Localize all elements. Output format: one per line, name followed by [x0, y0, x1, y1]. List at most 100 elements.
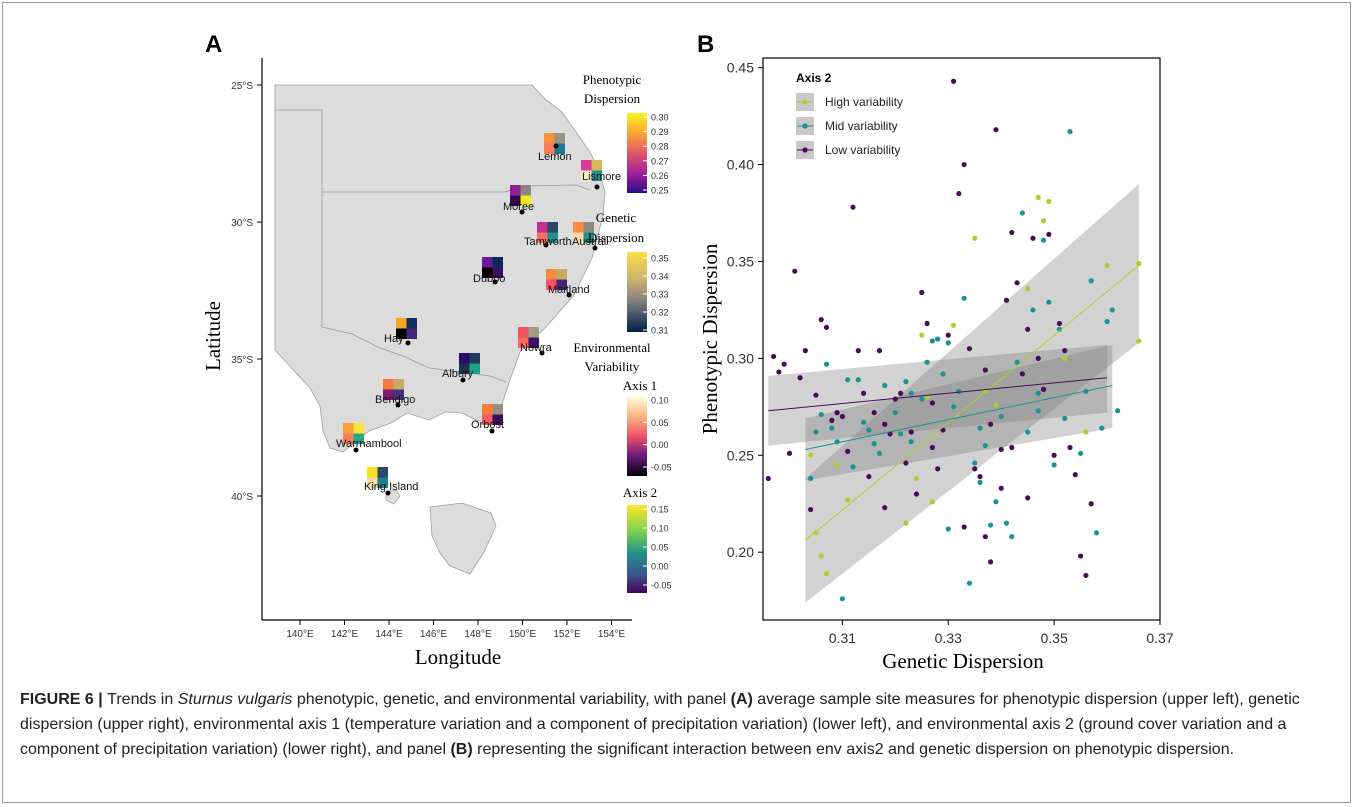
- data-point-mid: [1099, 425, 1105, 431]
- tasmania-polygon: [429, 502, 497, 575]
- data-point-mid: [892, 410, 898, 416]
- site-marker-bendigo: Bendigo: [375, 379, 415, 408]
- data-point-low: [813, 392, 819, 398]
- caption-label: FIGURE 6 |: [20, 691, 108, 708]
- legend-tick-label: 0.32: [651, 308, 669, 318]
- data-point-low: [988, 421, 994, 427]
- site-cell-pheno: [581, 160, 592, 171]
- site-cell-pheno: [573, 222, 584, 233]
- data-point-low: [1025, 326, 1031, 332]
- data-point-low: [993, 127, 999, 133]
- caption-species: Sturnus vulgaris: [177, 691, 293, 708]
- scatter-y-tick-label: 0.40: [727, 157, 754, 173]
- data-point-low: [1019, 371, 1025, 377]
- data-point-low: [1062, 348, 1068, 354]
- site-cell-ax1: [396, 328, 407, 339]
- legend-tick-label: 0.30: [651, 113, 669, 123]
- data-point-low: [1067, 444, 1073, 451]
- data-point-low: [908, 429, 914, 435]
- site-cell-ax2: [469, 363, 480, 374]
- site-cell-gen: [583, 222, 594, 233]
- site-cell-ax1: [510, 195, 521, 206]
- site-cell-ax1: [383, 389, 394, 400]
- map-y-tick-label: 25°S: [231, 81, 253, 92]
- data-point-low: [935, 466, 941, 472]
- site-marker-warrnambool: Warrnambool: [336, 423, 402, 453]
- map-x-tick-label: 140°E: [286, 629, 314, 640]
- data-point-low: [1009, 444, 1015, 451]
- site-cell-ax1: [367, 477, 378, 488]
- axis1-colorbar: [627, 396, 647, 476]
- site-label: Albury: [442, 368, 474, 380]
- site-dot: [539, 350, 545, 356]
- data-point-low: [919, 289, 925, 296]
- site-cell-ax1: [459, 363, 470, 374]
- map-axes: [261, 58, 632, 621]
- data-point-low: [1035, 355, 1041, 361]
- data-point-high: [1083, 429, 1089, 435]
- data-point-low: [818, 317, 824, 323]
- site-marker-hay: Hay: [384, 318, 417, 346]
- data-point-mid: [1067, 129, 1073, 135]
- site-cell-gen: [406, 318, 417, 329]
- site-label: King Island: [364, 481, 418, 493]
- axis1-legend-title: Axis 1: [623, 378, 657, 393]
- data-point-high: [818, 553, 824, 559]
- data-point-mid: [1009, 534, 1015, 540]
- site-cell-ax2: [554, 143, 565, 154]
- legend-key-dot: [802, 99, 808, 105]
- panel-b-label: B: [697, 31, 714, 58]
- data-point-high: [919, 332, 925, 338]
- caption-text-3: average sample site measures for phenoty…: [20, 691, 1300, 758]
- site-dot: [519, 209, 525, 215]
- site-cell-gen: [547, 222, 558, 233]
- site-cell-ax2: [377, 477, 388, 488]
- map-y-tick-label: 30°S: [231, 218, 253, 229]
- data-point-mid: [1115, 408, 1121, 414]
- data-point-low: [998, 485, 1004, 491]
- site-cell-gen: [528, 327, 539, 338]
- data-point-mid: [1109, 307, 1115, 313]
- site-cell-pheno: [459, 353, 470, 364]
- data-point-mid: [1062, 415, 1068, 422]
- data-point-high: [903, 520, 909, 526]
- data-point-high: [813, 530, 819, 536]
- site-cell-ax2: [591, 170, 602, 181]
- data-point-low: [1040, 386, 1047, 392]
- site-cell-pheno: [383, 379, 394, 390]
- scatter-plot-box: [762, 57, 1161, 621]
- pheno-legend-title-2: Dispersion: [584, 91, 641, 106]
- site-marker-king-island: King Island: [364, 467, 418, 496]
- site-cell-ax2: [547, 232, 558, 243]
- env-legend-title-1: Environmental: [573, 340, 651, 355]
- data-point-low: [876, 348, 883, 354]
- site-cell-ax1: [544, 143, 555, 154]
- scatter-legend-item-low: Low variability: [796, 141, 900, 159]
- site-label: Warrnambool: [336, 438, 402, 450]
- env-legend-title-2: Variability: [585, 359, 640, 374]
- data-point-mid: [945, 340, 951, 346]
- legend-key-dot: [802, 147, 808, 153]
- data-point-mid: [977, 479, 983, 486]
- data-point-high: [1046, 198, 1052, 205]
- data-point-low: [829, 417, 835, 423]
- confidence-band-high: [805, 183, 1139, 603]
- data-point-high: [808, 452, 814, 458]
- map-x-tick-label: 152°E: [553, 629, 581, 640]
- map-x-ticks: 140°E 142°E 144°E 146°E 148°E 150°E 152°E 154°E: [286, 620, 626, 640]
- pheno-legend-ticks: 0.30 0.29 0.28 0.27 0.26 0.25: [643, 113, 669, 196]
- data-point-low: [765, 475, 771, 482]
- scatter-legend-item-high: High variability: [796, 93, 903, 111]
- data-point-mid: [808, 475, 814, 482]
- data-point-low: [966, 346, 973, 352]
- site-label: Nowra: [520, 342, 553, 354]
- site-cell-pheno: [367, 467, 378, 478]
- data-point-mid: [1035, 408, 1041, 414]
- data-point-low: [776, 369, 782, 375]
- legend-key-label: Low variability: [825, 143, 900, 157]
- state-border-vic: [321, 326, 507, 383]
- scatter-x-axis-label: Genetic Dispersion: [882, 649, 1044, 673]
- data-point-high: [1062, 355, 1068, 361]
- panel-a-label: A: [205, 31, 222, 58]
- site-cell-ax1: [537, 232, 548, 243]
